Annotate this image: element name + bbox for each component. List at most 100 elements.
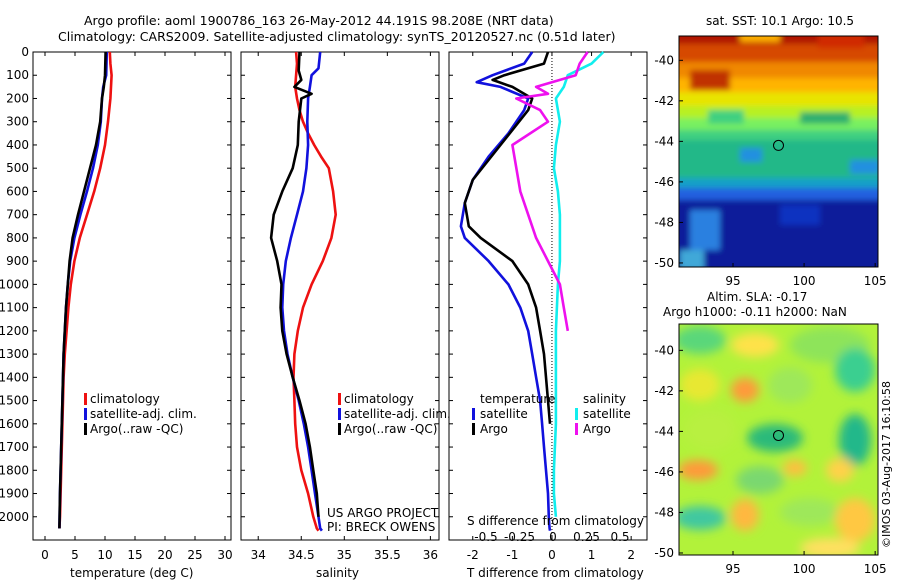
- profile-line-climatology: [292, 51, 338, 532]
- map-y-tick-label: -48: [654, 505, 674, 519]
- legend-header-temperature: temperature: [480, 392, 555, 406]
- x-tick-label: 35: [337, 548, 352, 562]
- temperature-plot-frame: [32, 51, 232, 541]
- sst-map-frame: [678, 35, 879, 268]
- depth-tick-label: 1700: [0, 440, 29, 454]
- sst-argo-location-marker: [773, 139, 784, 151]
- legend-label-satellite: satellite-adj. clim.: [344, 407, 451, 421]
- x-tick-label: -2: [467, 548, 479, 562]
- depth-tick-label: 300: [6, 115, 29, 129]
- map-x-tick-label: 100: [793, 562, 816, 576]
- temperature-x-label: temperature (deg C): [70, 566, 193, 580]
- legend-swatch-s-argo: [575, 423, 578, 435]
- legend-header-salinity: salinity: [583, 392, 626, 406]
- temperature-x-ticks: 0 5 10 15 20 25 30: [41, 52, 233, 562]
- map-y-tick-label: -44: [654, 424, 674, 438]
- legend-label-climatology: climatology: [344, 392, 414, 406]
- depth-tick-label: 500: [6, 161, 29, 175]
- legend-label-argo: Argo(..raw -QC): [344, 422, 437, 436]
- depth-tick-label: 1900: [0, 487, 29, 501]
- depth-tick-label: 1000: [0, 277, 29, 291]
- map-y-tick-label: -44: [654, 134, 674, 148]
- map-y-tick-label: -50: [654, 256, 674, 270]
- map-x-tick-label: 95: [725, 562, 740, 576]
- depth-axis: 0 100 200 300 400 500 600 700 800 900 1000 1100 1200…: [0, 45, 647, 524]
- depth-tick-label: 100: [6, 68, 29, 82]
- s-diff-tick-label: 0.5: [610, 530, 629, 544]
- salinity-series-group: [269, 51, 338, 532]
- profile-line-satellite: [552, 51, 605, 517]
- difference-legend: temperature salinity satellite Argo sate…: [472, 392, 631, 436]
- depth-tick-label: 0: [21, 45, 29, 59]
- x-tick-label: 36: [423, 548, 438, 562]
- x-tick-label: 0: [548, 548, 556, 562]
- legend-swatch-satellite: [84, 408, 87, 420]
- legend-label-t-argo: Argo: [480, 422, 508, 436]
- salinity-x-label: salinity: [316, 566, 359, 580]
- sst-heatmap: [679, 36, 878, 267]
- legend-label-satellite: satellite-adj. clim.: [90, 407, 197, 421]
- legend-label-argo: Argo(..raw -QC): [90, 422, 183, 436]
- depth-tick-label: 1300: [0, 347, 29, 361]
- map-y-tick-label: -42: [654, 384, 674, 398]
- map-x-tick-label: 100: [793, 274, 816, 288]
- sst-map-title: sat. SST: 10.1 Argo: 10.5: [706, 14, 854, 28]
- legend-label-s-satellite: satellite: [583, 407, 631, 421]
- depth-tick-label: 1200: [0, 324, 29, 338]
- x-tick-label: 2: [627, 548, 635, 562]
- salinity-difference-ticks: -0.5 -0.25 0 0.25 0.5: [474, 530, 629, 544]
- difference-plot-frame: [448, 51, 648, 541]
- depth-tick-label: 600: [6, 184, 29, 198]
- difference-x-ticks: -2 -1 0 1 2: [467, 52, 635, 562]
- s-difference-label: S difference from climatology: [467, 514, 644, 528]
- map-y-tick-label: -46: [654, 465, 674, 479]
- profile-line-satellite-adj-clim-: [280, 51, 323, 532]
- depth-tick-label: 200: [6, 91, 29, 105]
- s-diff-tick-label: 0.25: [573, 530, 600, 544]
- depth-tick-label: 800: [6, 231, 29, 245]
- x-tick-label: 5: [71, 548, 79, 562]
- profile-line-argo-raw-qc-: [58, 51, 107, 529]
- legend-swatch-t-satellite: [472, 408, 475, 420]
- profile-line-argo: [511, 51, 589, 332]
- map-y-tick-label: -42: [654, 94, 674, 108]
- sla-map-title-line1: Altim. SLA: -0.17: [707, 290, 807, 304]
- depth-tick-label: 1800: [0, 463, 29, 477]
- x-tick-label: 30: [217, 548, 232, 562]
- figure-title-line2: Climatology: CARS2009. Satellite-adjuste…: [58, 29, 616, 44]
- s-diff-tick-label: -0.25: [504, 530, 535, 544]
- figure-title-line1: Argo profile: aoml 1900786_163 26-May-20…: [84, 13, 554, 28]
- depth-tick-label: 1600: [0, 417, 29, 431]
- sla-map-frame: [678, 323, 879, 556]
- map-x-tick-label: 105: [864, 562, 887, 576]
- depth-tick-label: 700: [6, 208, 29, 222]
- legend-label-climatology: climatology: [90, 392, 160, 406]
- sla-argo-location-marker: [773, 429, 784, 441]
- salinity-legend: climatology satellite-adj. clim. Argo(..…: [338, 392, 451, 436]
- legend-swatch-t-argo: [472, 423, 475, 435]
- x-tick-label: 10: [97, 548, 112, 562]
- sla-heatmap: [679, 324, 878, 555]
- sla-map-ticks: 95 100 105 -40 -42 -44 -46 -48 -50: [654, 343, 886, 576]
- legend-label-t-satellite: satellite: [480, 407, 528, 421]
- s-diff-tick-label: -0.5: [474, 530, 497, 544]
- map-y-tick-label: -46: [654, 175, 674, 189]
- map-y-tick-label: -50: [654, 546, 674, 560]
- legend-swatch-argo: [338, 423, 341, 435]
- salinity-x-ticks: 34 34.5 35 35.5 36: [251, 52, 438, 562]
- x-tick-label: 0: [41, 548, 49, 562]
- salinity-plot-frame: [240, 51, 440, 541]
- profile-line-argo: [463, 51, 552, 424]
- map-y-tick-label: -48: [654, 215, 674, 229]
- legend-swatch-climatology: [338, 393, 341, 405]
- map-x-tick-label: 95: [725, 274, 740, 288]
- sst-map-ticks: 95 100 105 -40 -42 -44 -46 -48 -50: [654, 53, 886, 288]
- x-tick-label: 25: [187, 548, 202, 562]
- x-tick-label: 20: [157, 548, 172, 562]
- temperature-series-group: [58, 51, 113, 529]
- legend-swatch-argo: [84, 423, 87, 435]
- map-x-tick-label: 105: [864, 274, 887, 288]
- legend-swatch-climatology: [84, 393, 87, 405]
- x-tick-label: 34: [251, 548, 266, 562]
